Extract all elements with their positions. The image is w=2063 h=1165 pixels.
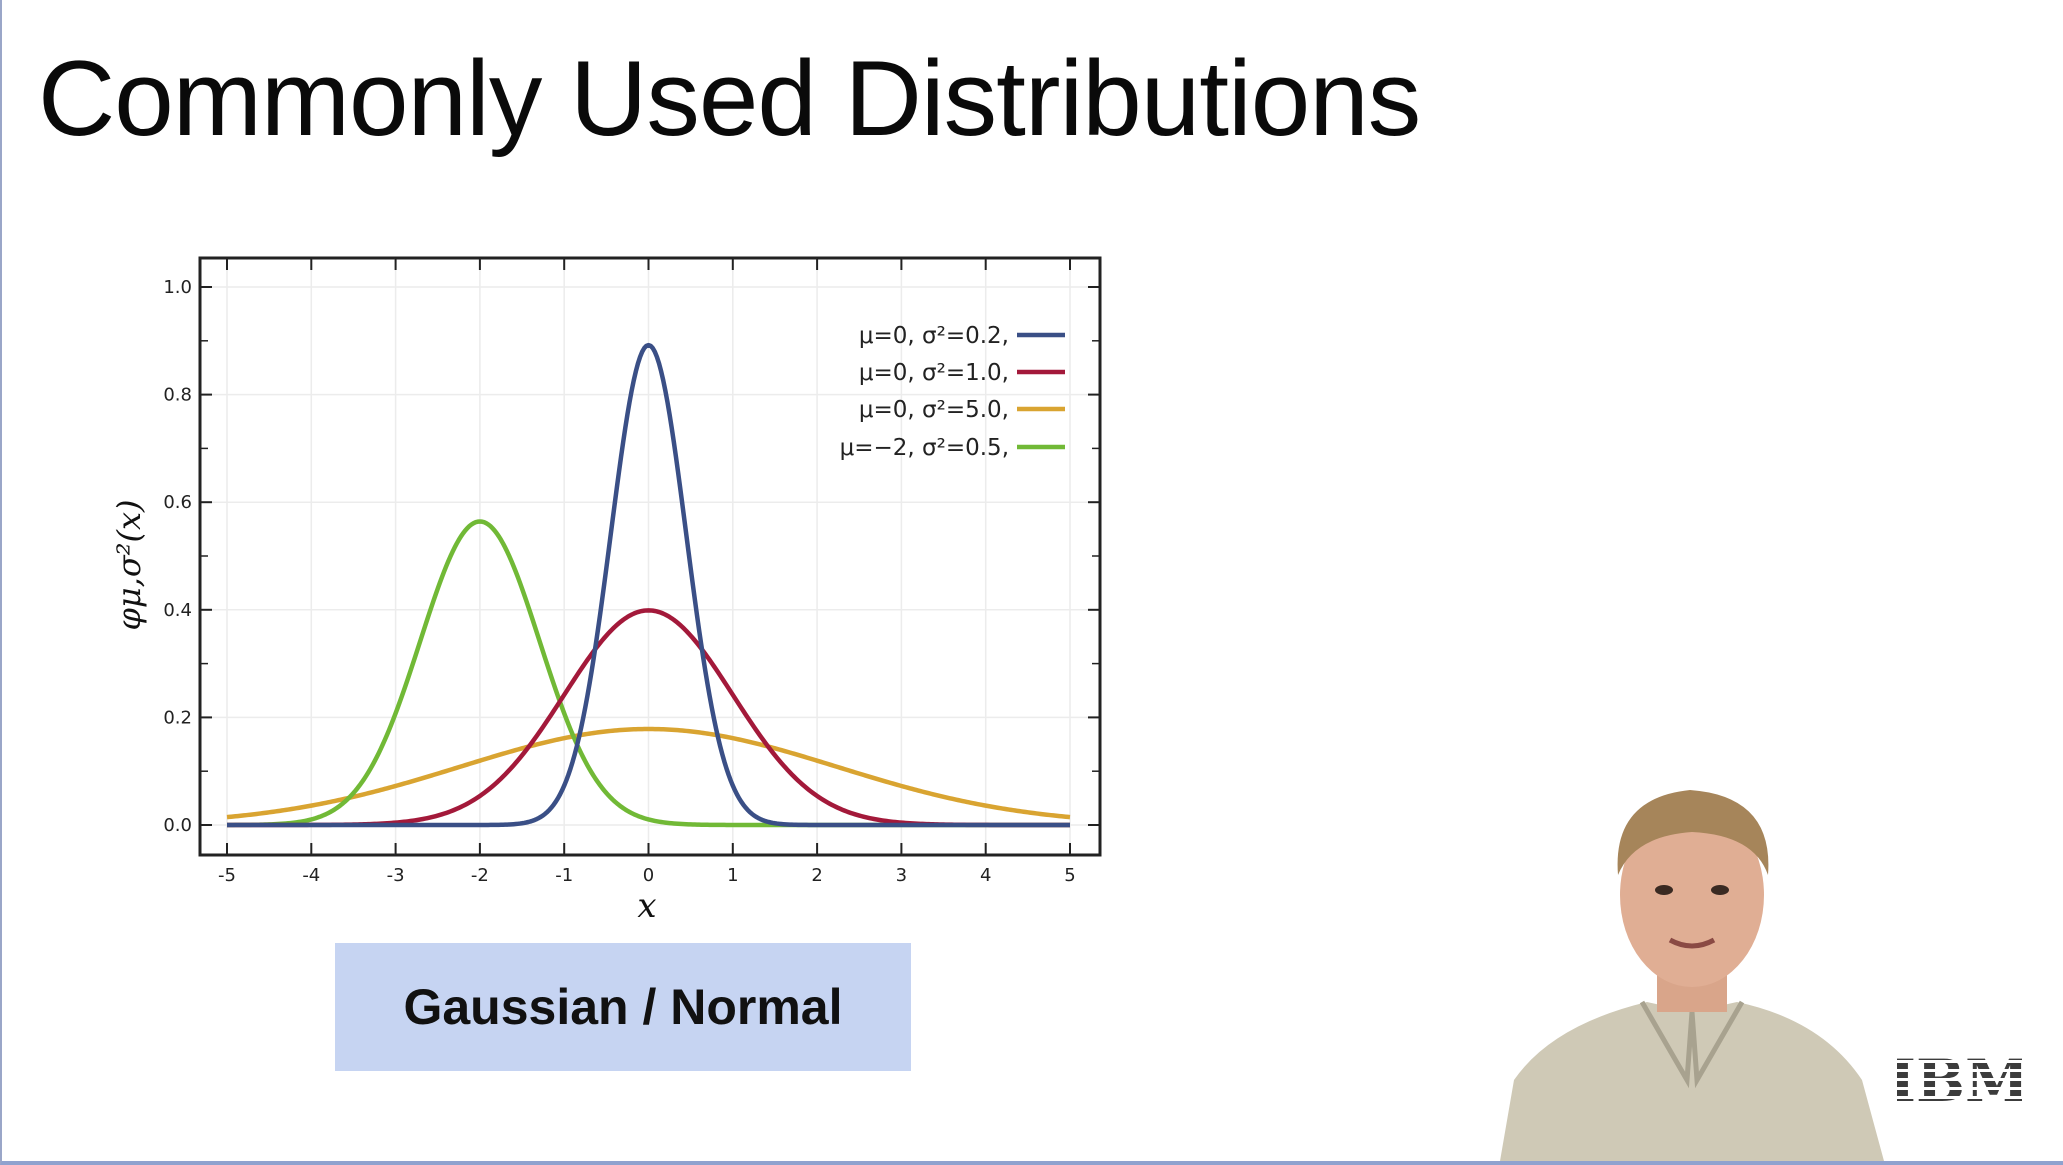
legend: μ=0, σ²=0.2, μ=0, σ²=1.0, μ=0, σ²=5.0, μ=−2…	[840, 323, 1065, 461]
legend-label-2: μ=0, σ²=5.0,	[859, 397, 1009, 423]
caption-text: Gaussian / Normal	[403, 979, 843, 1035]
x-tick-label: -5	[218, 865, 236, 886]
x-tick-label: -1	[555, 865, 573, 886]
legend-label-0: μ=0, σ²=0.2,	[859, 323, 1009, 349]
presenter-eye-left	[1655, 885, 1673, 895]
presenter-face	[1620, 803, 1764, 987]
x-tick-label: 1	[727, 865, 738, 886]
y-tick-label: 1.0	[163, 277, 192, 298]
x-tick-label: 3	[896, 865, 907, 886]
y-tick-label: 0.4	[163, 600, 192, 621]
plot-area	[198, 256, 1102, 857]
presenter-video	[1500, 790, 1884, 1161]
presenter-eye-right	[1711, 885, 1729, 895]
presenter-hair	[1617, 790, 1769, 875]
x-tick-label: 4	[980, 865, 991, 886]
y-tick-label: 0.2	[163, 707, 192, 728]
x-tick-label: -4	[302, 865, 320, 886]
y-axis-label: φμ,σ²(x)	[110, 499, 148, 630]
y-tick-label: 0.6	[163, 492, 192, 513]
axis-ticks: -5 -4 -3 -2 -1 0 1 2 3 4 5 0.0 0.2 0.4 0.6 0.8 1.0	[163, 258, 1100, 886]
y-tick-label: 0.0	[163, 815, 192, 836]
presenter-shirt	[1500, 1002, 1884, 1161]
presenter-mouth	[1668, 937, 1716, 949]
x-tick-label: 0	[643, 865, 654, 886]
x-tick-label: -2	[471, 865, 489, 886]
x-tick-label: 2	[811, 865, 822, 886]
svg-text:IBM: IBM	[1897, 1047, 2022, 1111]
x-tick-label: -3	[387, 865, 405, 886]
series-lines	[226, 342, 1071, 828]
y-tick-label: 0.8	[163, 385, 192, 406]
caption-box: Gaussian / Normal	[335, 943, 911, 1071]
legend-label-1: μ=0, σ²=1.0,	[859, 360, 1009, 386]
legend-label-3: μ=−2, σ²=0.5,	[840, 435, 1009, 461]
x-axis-label: x	[637, 886, 656, 926]
series-line-2	[226, 726, 1071, 820]
grid-lines	[200, 258, 1100, 855]
series-line-0	[226, 342, 1071, 828]
slide-title: Commonly Used Distributions	[38, 38, 1421, 158]
ibm-logo: IBM	[1897, 1047, 2022, 1111]
x-tick-label: 5	[1064, 865, 1075, 886]
